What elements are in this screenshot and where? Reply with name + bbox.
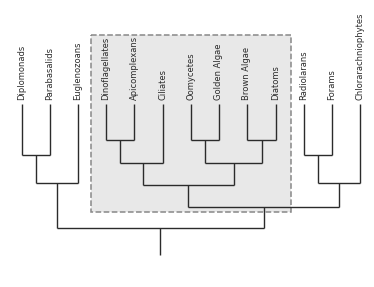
Text: Chlorarachniophytes: Chlorarachniophytes [356,13,365,100]
Text: Diplomonads: Diplomonads [18,45,27,100]
Text: Dinoflagellates: Dinoflagellates [101,37,110,100]
Text: Diatoms: Diatoms [272,65,280,100]
Bar [91,35,291,212]
Text: Golden Algae: Golden Algae [215,44,224,100]
Text: Brown Algae: Brown Algae [242,47,251,100]
Text: Ciliates: Ciliates [159,69,168,100]
Text: Forams: Forams [328,69,337,100]
Text: Euglenozoans: Euglenozoans [74,42,83,100]
Text: Apicomplexans: Apicomplexans [129,36,138,100]
Text: Radiolarans: Radiolarans [300,51,309,100]
Text: Oomycetes: Oomycetes [187,52,196,100]
Text: Parabasalids: Parabasalids [46,47,55,100]
